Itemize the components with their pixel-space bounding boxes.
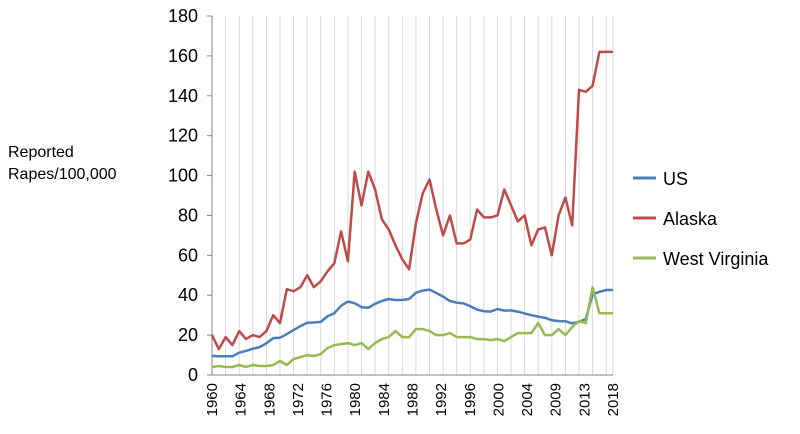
y-tick-label: 100 xyxy=(168,166,198,186)
series-lines xyxy=(210,50,613,369)
y-tick-label: 160 xyxy=(168,46,198,66)
legend-label-us: US xyxy=(663,169,688,189)
y-tick-label: 40 xyxy=(178,285,198,305)
series-line-west-virginia xyxy=(211,285,613,369)
x-tick-label: 2004 xyxy=(519,383,536,416)
x-tick-label: 2000 xyxy=(490,383,507,416)
x-tick-label: 1960 xyxy=(204,383,221,416)
legend-label-alaska: Alaska xyxy=(663,209,718,229)
y-tick-label: 60 xyxy=(178,245,198,265)
x-axis-ticks: 1960 1964 1968 1972 1976 1980 1984 1988 1992 1996… xyxy=(204,383,622,416)
legend: US Alaska West Virginia xyxy=(633,169,769,269)
y-axis-title: Reported Rapes/100,000 xyxy=(8,142,117,186)
legend-label-west-virginia: West Virginia xyxy=(663,249,769,269)
x-tick-label: 1984 xyxy=(376,383,393,416)
x-tick-label: 2013 xyxy=(576,383,593,416)
x-tick-label: 1964 xyxy=(233,383,250,416)
x-tick-label: 2009 xyxy=(548,383,565,416)
y-tick-label: 0 xyxy=(188,365,198,385)
y-tick-label: 120 xyxy=(168,126,198,146)
x-tick-label: 1996 xyxy=(462,383,479,416)
y-axis-title-line2: Rapes/100,000 xyxy=(8,166,117,183)
y-tick-label: 180 xyxy=(168,6,198,26)
gridlines xyxy=(211,16,614,376)
series-line-us xyxy=(211,288,613,358)
x-tick-label: 1976 xyxy=(319,383,336,416)
y-tick-label: 140 xyxy=(168,86,198,106)
x-tick-label: 1980 xyxy=(347,383,364,416)
x-tick-label: 1992 xyxy=(433,383,450,416)
y-axis-ticks: 0 20 40 60 80 100 120 140 160 180 xyxy=(168,6,212,385)
y-axis-title-line1: Reported xyxy=(8,144,74,161)
x-tick-label: 2018 xyxy=(605,383,622,416)
y-tick-label: 20 xyxy=(178,325,198,345)
x-tick-label: 1988 xyxy=(405,383,422,416)
x-tick-label: 1972 xyxy=(290,383,307,416)
y-tick-label: 80 xyxy=(178,205,198,225)
x-tick-label: 1968 xyxy=(261,383,278,416)
series-line-alaska xyxy=(210,50,613,351)
